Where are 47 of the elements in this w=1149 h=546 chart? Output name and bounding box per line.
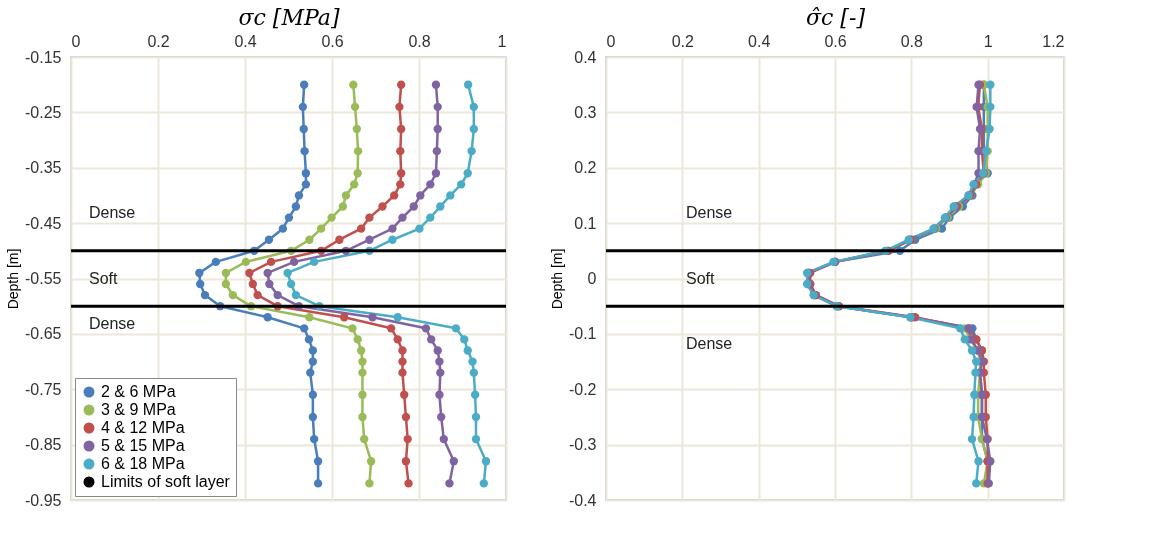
y-tick-label: 0.4 <box>574 48 597 66</box>
x-tick-label: 0.4 <box>748 32 771 50</box>
y-tick-label: -0.4 <box>568 491 597 509</box>
x-tick-label: 0.2 <box>147 32 170 50</box>
x-tick-label: 0.4 <box>234 32 257 50</box>
x-tick-label: 0 <box>606 32 616 50</box>
x-tick-label: 0.8 <box>408 32 431 50</box>
x-axis-title: σ̂c [-] <box>806 4 866 30</box>
x-tick-label: 1.2 <box>1042 32 1065 50</box>
legend-label: Limits of soft layer <box>101 473 231 490</box>
x-tick-label: 0 <box>71 32 81 50</box>
y-tick-label: -0.85 <box>25 436 62 454</box>
y-tick-label: -0.65 <box>25 325 62 343</box>
y-tick-label: -0.35 <box>25 159 62 177</box>
legend-label: 2 & 6 MPa <box>101 383 176 400</box>
y-tick-label: 0.1 <box>574 214 597 232</box>
annotation: Dense <box>89 315 136 333</box>
y-tick-label: -0.45 <box>25 214 62 232</box>
annotation: Dense <box>686 335 733 353</box>
legend-label: 4 & 12 MPa <box>101 419 185 436</box>
y-tick-label: 0 <box>587 270 597 287</box>
x-tick-label: 0.2 <box>671 32 695 50</box>
annotation: Soft <box>89 269 119 287</box>
y-tick-label: -0.3 <box>568 436 597 454</box>
legend-label: 5 & 15 MPa <box>101 437 185 454</box>
annotation: Dense <box>686 203 733 221</box>
y-tick-label: -0.15 <box>25 48 62 66</box>
y-tick-label: -0.25 <box>25 103 62 121</box>
y-tick-label: -0.2 <box>568 380 597 398</box>
y-tick-label: -0.1 <box>568 325 597 343</box>
y-tick-label: 0.3 <box>574 103 597 121</box>
y-tick-label: -0.95 <box>25 491 62 509</box>
annotation: Dense <box>89 203 136 221</box>
x-tick-label: 0.8 <box>900 32 924 50</box>
x-axis-title: σc [MPa] <box>238 4 340 30</box>
y-axis-title: Depth [m] <box>5 248 22 310</box>
x-tick-label: 1 <box>983 32 993 50</box>
annotation: Soft <box>686 269 716 287</box>
y-axis-title: Depth [m] <box>548 248 565 310</box>
y-tick-label: -0.55 <box>25 270 62 287</box>
x-tick-label: 0.6 <box>321 32 344 50</box>
y-tick-label: -0.75 <box>25 380 62 398</box>
y-tick-label: 0.2 <box>574 159 597 177</box>
x-tick-label: 0.6 <box>824 32 847 50</box>
x-tick-label: 1 <box>497 32 507 50</box>
legend-label: 3 & 9 MPa <box>101 401 176 418</box>
legend-label: 6 & 18 MPa <box>101 455 185 472</box>
